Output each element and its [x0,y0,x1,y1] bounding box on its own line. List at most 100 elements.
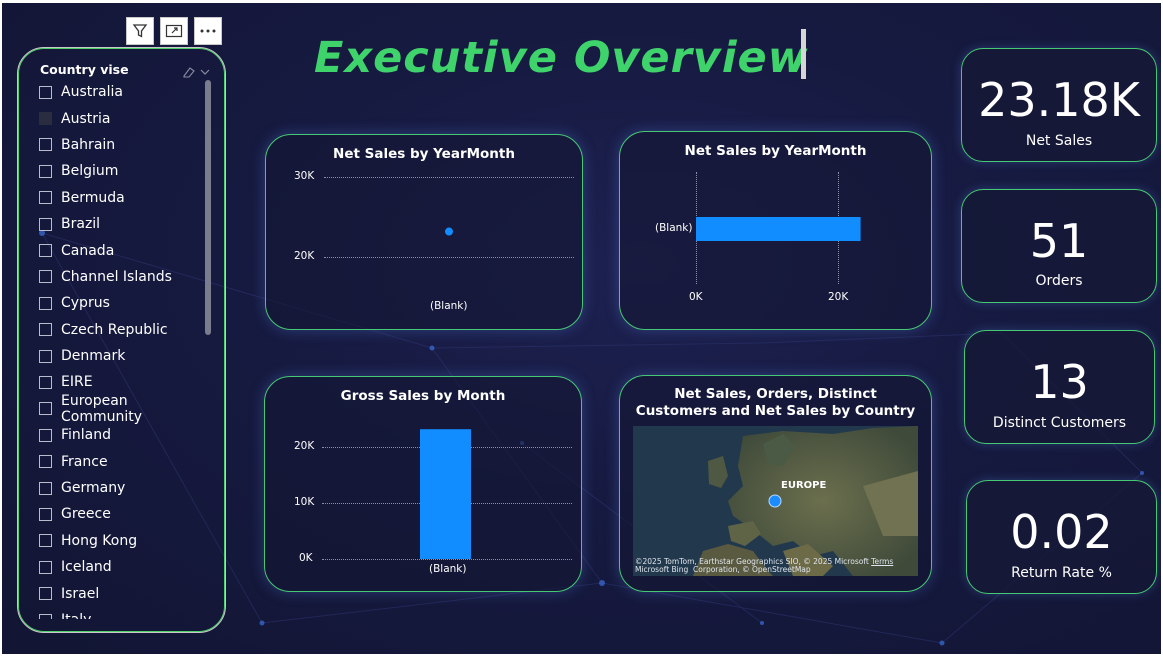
focus-mode-icon[interactable] [160,17,188,45]
kpi-label: Net Sales [1025,133,1093,149]
map-bubble[interactable] [768,494,782,508]
checkbox[interactable] [39,613,52,619]
y-tick-label: 10K [294,496,315,508]
slicer-item-label: Australia [61,84,123,101]
checkbox[interactable] [39,244,52,258]
net-sales-bar-card[interactable]: Net Sales by YearMonth (Blank) 0K 20K [619,131,932,330]
map-visual[interactable]: EUROPE ©2025 TomTom, Earthstar Geographi… [633,426,918,576]
kpi-card-net-sales[interactable]: 23.18K Net Sales [961,48,1157,162]
slicer-item-label: Italy [61,612,91,619]
slicer-item[interactable]: Bahrain [39,132,209,158]
kpi-label: Orders [1035,273,1083,289]
checkbox[interactable] [39,112,52,126]
x-tick-label: (Blank) [430,300,468,312]
slicer-item[interactable]: Denmark [39,343,209,369]
kpi-card-return-rate[interactable]: 0.02 Return Rate % [966,480,1157,594]
report-canvas: Country vise Australia Austria Bahrain Belg… [2,3,1161,654]
checkbox[interactable] [39,534,52,548]
slicer-item[interactable]: Israel [39,580,209,606]
chevron-down-icon[interactable] [200,63,210,82]
checkbox[interactable] [39,375,52,389]
checkbox[interactable] [39,138,52,152]
eraser-icon[interactable] [181,63,195,82]
slicer-item[interactable]: Iceland [39,554,209,580]
x-tick-label: (Blank) [429,563,467,575]
bar-plot [420,429,471,559]
scatter-point[interactable] [445,227,453,236]
slicer-item-label: Finland [61,427,112,444]
checkbox[interactable] [39,402,52,416]
kpi-value: 13 [1030,355,1089,409]
slicer-item[interactable]: Cyprus [39,290,209,316]
checkbox[interactable] [39,323,52,337]
kpi-card-orders[interactable]: 51 Orders [961,189,1157,303]
gridline [322,559,572,560]
slicer-item[interactable]: Australia [39,79,209,105]
slicer-item-label: France [61,453,108,470]
slicer-item[interactable]: Austria [39,105,209,131]
filter-icon[interactable] [126,17,154,45]
bar[interactable] [696,217,861,241]
slicer-item-label: Bermuda [61,189,125,206]
map-attribution: ©2025 TomTom, Earthstar Geographics SIO,… [635,557,894,574]
kpi-label: Distinct Customers [992,415,1127,431]
y-tick-label: 20K [294,440,315,452]
chart-title: Net Sales by YearMonth [333,146,515,162]
slicer-item[interactable]: Canada [39,237,209,263]
x-tick-label: 0K [689,291,703,303]
slicer-item-list: Australia Austria Bahrain Belgium Bermuda Bra… [39,79,209,619]
checkbox[interactable] [39,85,52,99]
slicer-item-label: Israel [61,585,100,602]
checkbox[interactable] [39,191,52,205]
gross-sales-bar-card[interactable]: Gross Sales by Month 20K 10K 0K (Blank) [264,376,582,592]
slicer-item[interactable]: Channel Islands [39,264,209,290]
slicer-item-label: Greece [61,506,111,523]
checkbox[interactable] [39,164,52,178]
y-tick-label: 30K [294,170,315,182]
checkbox[interactable] [39,481,52,495]
slicer-item[interactable]: Belgium [39,158,209,184]
divider-bar [801,29,806,79]
slicer-item-label: European Community [61,392,143,425]
bar-plot [696,217,861,241]
page-title: Executive Overview [314,33,809,83]
checkbox[interactable] [39,270,52,284]
slicer-item[interactable]: Hong Kong [39,528,209,554]
slicer-item-label: Bahrain [61,136,116,153]
checkbox[interactable] [39,428,52,442]
slicer-item-label: Denmark [61,348,126,365]
checkbox[interactable] [39,587,52,601]
gridline [324,257,574,258]
slicer-item-label: Brazil [61,216,101,233]
slicer-item[interactable]: Czech Republic [39,317,209,343]
slicer-scrollbar[interactable] [205,80,211,335]
slicer-item[interactable]: EIRE [39,369,209,395]
slicer-item[interactable]: Bermuda [39,185,209,211]
chart-title: Gross Sales by Month [340,388,506,404]
checkbox[interactable] [39,455,52,469]
kpi-label: Return Rate % [1011,565,1112,581]
slicer-item[interactable]: Brazil [39,211,209,237]
checkbox[interactable] [39,560,52,574]
slicer-item[interactable]: Italy [39,607,209,619]
slicer-item[interactable]: Greece [39,501,209,527]
scatter-plot [445,227,453,236]
checkbox[interactable] [39,217,52,231]
x-tick-label: 20K [828,291,849,303]
country-slicer[interactable]: Country vise Australia Austria Bahrain Belg… [17,47,226,633]
slicer-item[interactable]: Germany [39,475,209,501]
slicer-item[interactable]: Finland [39,422,209,448]
bar[interactable] [420,429,471,559]
slicer-item[interactable]: European Community [39,392,209,425]
map-card[interactable]: Net Sales, Orders, Distinct Customers an… [619,375,932,592]
net-sales-scatter-card[interactable]: Net Sales by YearMonth 30K 20K (Blank) [265,134,583,330]
checkbox[interactable] [39,296,52,310]
slicer-item[interactable]: France [39,448,209,474]
checkbox[interactable] [39,507,52,521]
more-options-icon[interactable] [194,17,222,45]
checkbox[interactable] [39,349,52,363]
slicer-item-label: Austria [61,110,111,127]
slicer-item-label: EIRE [61,374,93,391]
y-tick-label: (Blank) [655,222,693,234]
kpi-card-distinct-customers[interactable]: 13 Distinct Customers [964,330,1155,444]
